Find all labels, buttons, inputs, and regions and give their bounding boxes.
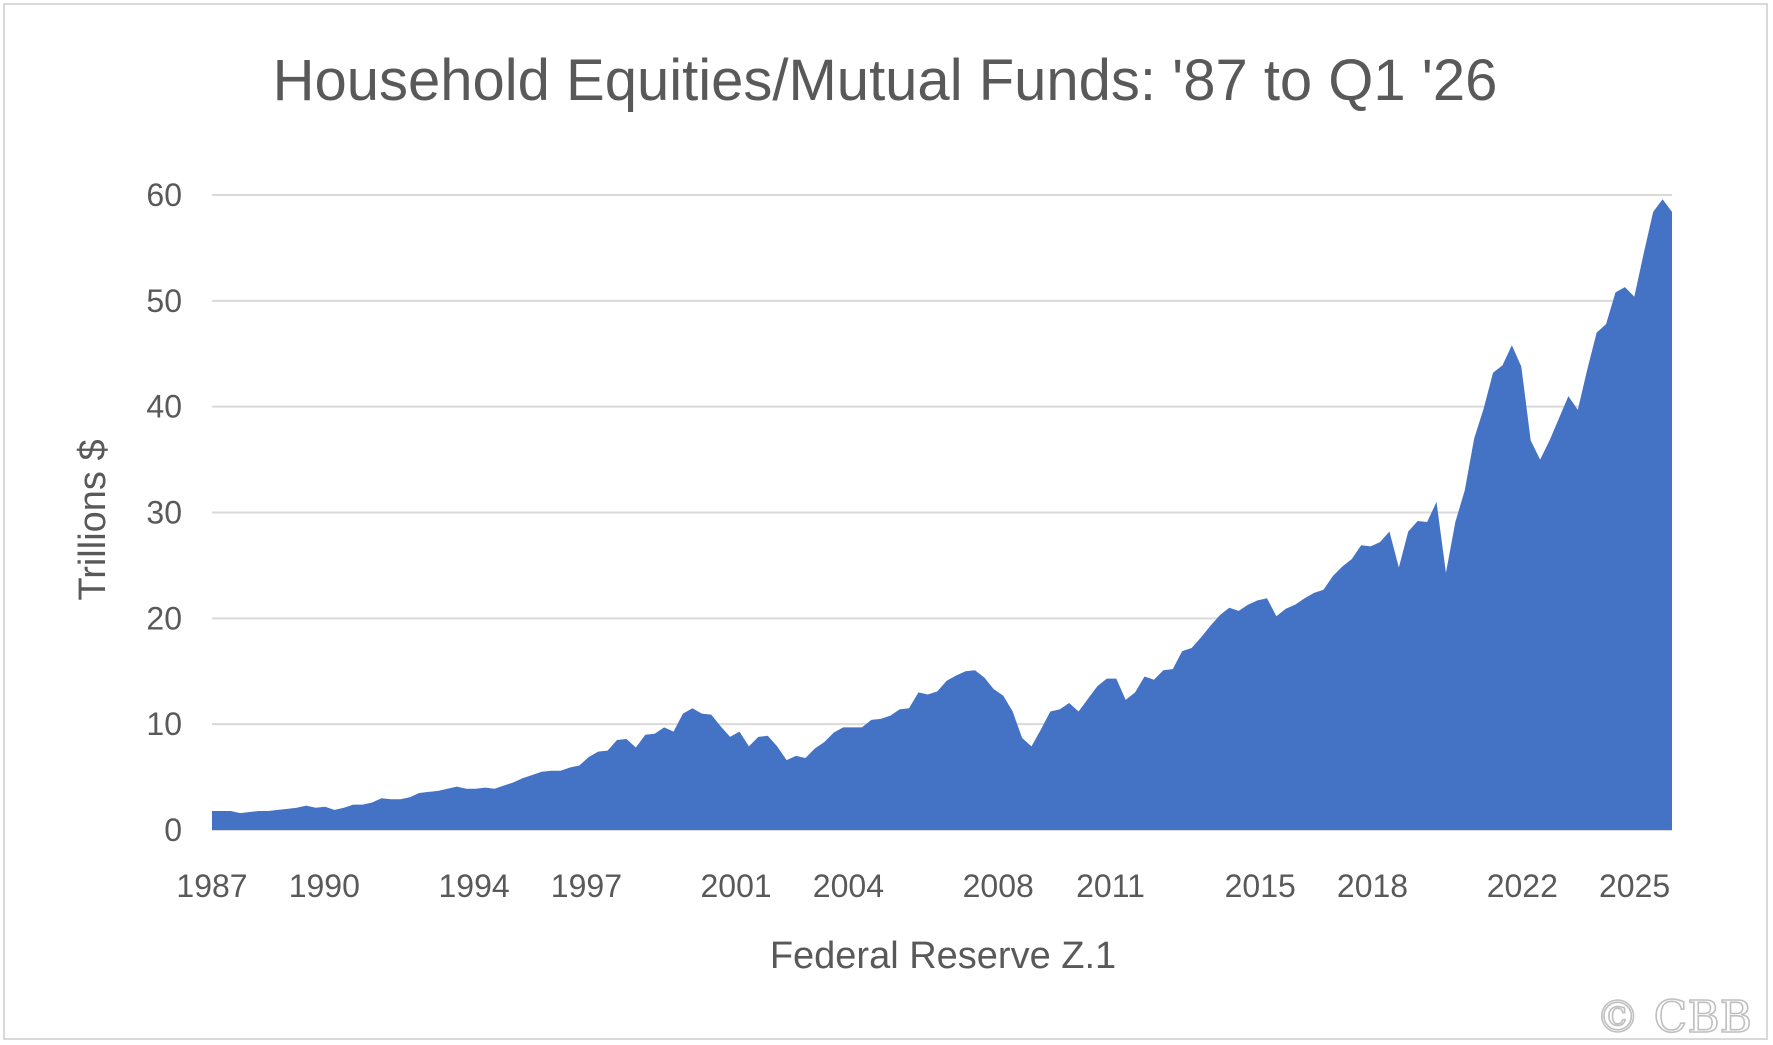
y-tick-label: 50 <box>146 283 182 319</box>
equities-area-series <box>212 199 1672 831</box>
y-tick-labels: 0 10 20 30 40 50 60 <box>146 177 182 848</box>
x-tick-label: 2018 <box>1337 868 1408 904</box>
x-axis-label: Federal Reserve Z.1 <box>770 935 1116 977</box>
x-tick-label: 1997 <box>551 868 622 904</box>
x-tick-labels: 1987 1990 1994 1997 2001 2004 2008 2011 2015 2018… <box>176 868 1670 904</box>
x-tick-label: 2001 <box>701 868 772 904</box>
x-tick-label: 1987 <box>176 868 247 904</box>
y-tick-label: 10 <box>146 706 182 742</box>
copyright-watermark: © CBB <box>1596 992 1752 1043</box>
x-tick-label: 2022 <box>1487 868 1558 904</box>
y-axis-label: Trillions $ <box>72 439 114 600</box>
y-tick-label: 40 <box>146 389 182 425</box>
x-tick-label: 2011 <box>1076 868 1145 904</box>
x-tick-label: 1994 <box>439 868 510 904</box>
y-tick-label: 60 <box>146 177 182 213</box>
chart-title: Household Equities/Mutual Funds: '87 to … <box>273 48 1498 113</box>
x-tick-label: 2015 <box>1225 868 1296 904</box>
x-tick-label: 1990 <box>289 868 360 904</box>
y-tick-label: 0 <box>164 812 182 848</box>
y-tick-label: 30 <box>146 495 182 531</box>
x-tick-label: 2008 <box>963 868 1034 904</box>
x-tick-label: 2004 <box>813 868 884 904</box>
y-tick-label: 20 <box>146 600 182 636</box>
x-tick-label: 2025 <box>1599 868 1670 904</box>
